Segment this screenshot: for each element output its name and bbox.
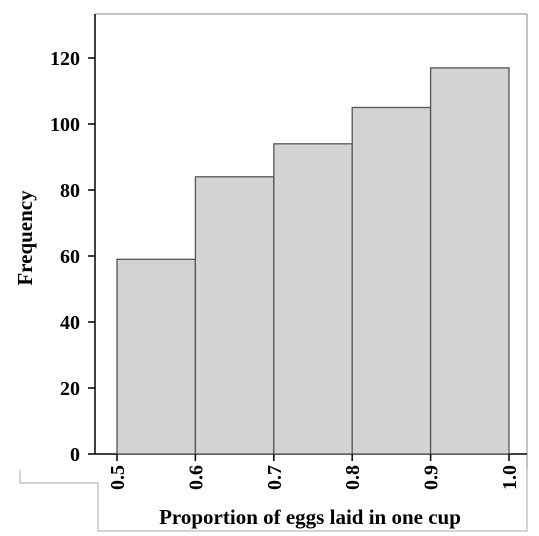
- x-tick-label: 0.7: [264, 465, 286, 490]
- x-tick-label: 0.5: [107, 465, 129, 490]
- histogram-bar-2: [194, 176, 275, 455]
- y-tick-label: 100: [50, 114, 80, 136]
- histogram-bar-3: [273, 143, 353, 455]
- y-tick-label: 120: [50, 48, 80, 70]
- x-tick-label: 0.6: [185, 465, 207, 490]
- y-axis-ticks: 0 20 40 60 80 100 120: [50, 48, 95, 466]
- histogram-bar-1: [116, 258, 197, 455]
- histogram-bar-5: [429, 67, 510, 455]
- y-tick-label: 60: [60, 246, 80, 268]
- x-axis-ticks: 0.5 0.6 0.7 0.8 0.9 1.0: [107, 454, 521, 490]
- x-tick-label: 0.8: [342, 465, 364, 490]
- x-tick-label: 1.0: [499, 465, 521, 490]
- y-tick-label: 20: [60, 378, 80, 400]
- histogram-bar-4: [351, 106, 432, 455]
- x-tick-label: 0.9: [421, 465, 443, 490]
- x-axis-title: Proportion of eggs laid in one cup: [159, 505, 461, 529]
- y-tick-label: 0: [70, 444, 80, 466]
- y-tick-label: 40: [60, 312, 80, 334]
- y-axis-title: Frequency: [13, 190, 37, 286]
- histogram-bars: [116, 67, 510, 455]
- y-tick-label: 80: [60, 180, 80, 202]
- x-label-panel-border: [19, 470, 528, 532]
